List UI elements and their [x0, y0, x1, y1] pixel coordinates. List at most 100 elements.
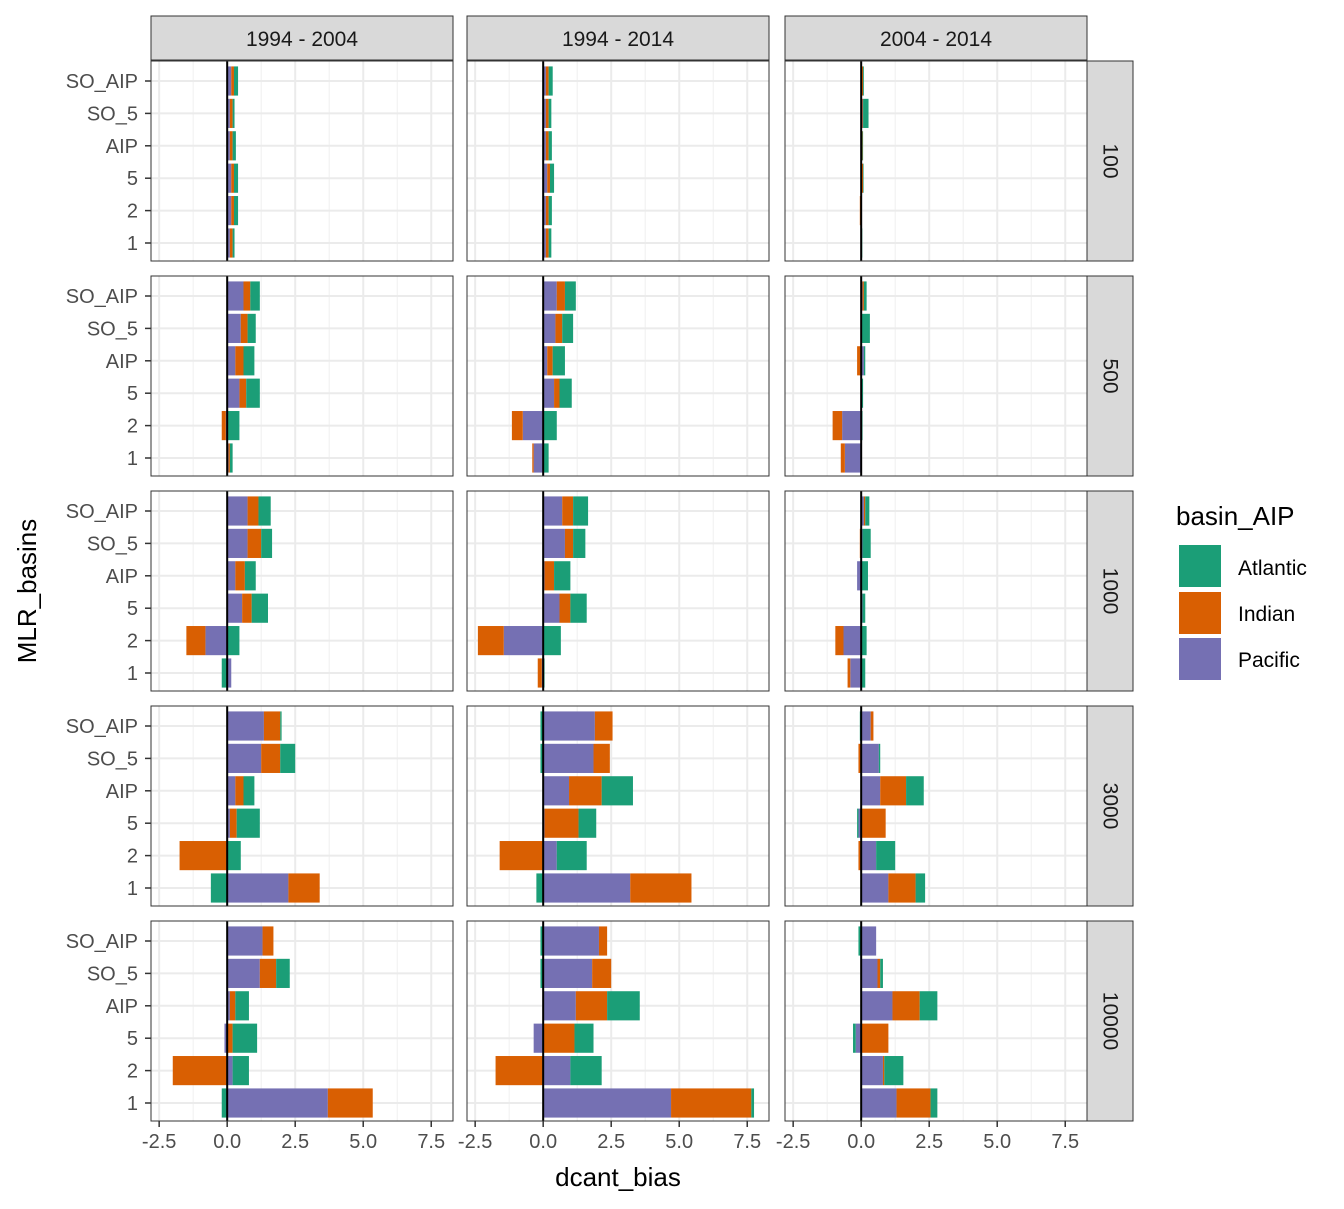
bar-atlantic-so-5 — [247, 313, 256, 343]
bar-pacific-5 — [227, 593, 243, 623]
bar-atlantic-so-5 — [863, 98, 869, 128]
bar-atlantic-so-5 — [280, 743, 296, 773]
bar-atlantic-1 — [915, 873, 926, 903]
bar-atlantic-aip — [601, 776, 633, 806]
bar-atlantic-so-aip — [865, 496, 870, 526]
bar-pacific-so-5 — [227, 528, 248, 558]
bar-atlantic-5 — [863, 163, 864, 193]
panel-border — [150, 705, 454, 907]
bar-indian-aip — [857, 346, 862, 376]
bar-atlantic-so-5 — [232, 98, 235, 128]
legend-label-atlantic: Atlantic — [1238, 557, 1307, 580]
bar-indian-so-aip — [562, 496, 574, 526]
y-tick-label: AIP — [106, 996, 138, 1018]
panel-background — [785, 61, 1087, 261]
panel-background — [151, 491, 453, 691]
bar-pacific-so-5 — [543, 743, 594, 773]
bar-pacific-5 — [543, 378, 555, 408]
bar-atlantic-5 — [862, 593, 866, 623]
bar-pacific-aip — [543, 346, 548, 376]
bar-indian-aip — [544, 561, 555, 591]
bar-indian-aip — [545, 131, 549, 161]
y-axis-title: MLR_basins — [12, 519, 42, 664]
bar-indian-2 — [477, 626, 504, 656]
bar-indian-so-5 — [555, 313, 563, 343]
bar-pacific-1 — [543, 1088, 672, 1118]
y-tick-label: 1 — [127, 233, 138, 255]
bar-pacific-5 — [224, 1023, 228, 1053]
bar-atlantic-so-aip — [564, 281, 576, 311]
bar-indian-2 — [499, 841, 544, 871]
y-tick-label: 2 — [127, 631, 138, 653]
y-tick-label: SO_5 — [87, 963, 138, 985]
bar-indian-2 — [835, 626, 844, 656]
bar-atlantic-aip — [861, 561, 868, 591]
bar-pacific-so-5 — [543, 528, 565, 558]
bar-atlantic-5 — [857, 808, 859, 838]
legend-key-atlantic — [1179, 545, 1221, 587]
panel-border — [784, 490, 1088, 692]
bar-pacific-so-5 — [543, 98, 546, 128]
panel-background — [467, 61, 769, 261]
panel-2004-2014-1000 — [784, 490, 1088, 692]
y-tick-label: 2 — [127, 201, 138, 223]
bar-indian-so-aip — [263, 711, 281, 741]
bar-indian-5 — [861, 808, 886, 838]
bar-indian-so-5 — [858, 743, 862, 773]
legend-label-indian: Indian — [1238, 603, 1295, 626]
y-tick-label: 1 — [127, 663, 138, 685]
bar-pacific-1 — [227, 1088, 328, 1118]
panel-background — [467, 921, 769, 1121]
bar-pacific-aip — [857, 561, 862, 591]
bar-indian-2 — [179, 841, 228, 871]
x-tick-label: -2.5 — [776, 1131, 810, 1153]
bar-indian-so-5 — [545, 98, 549, 128]
legend-key-indian — [1179, 592, 1221, 634]
panel-border — [466, 705, 770, 907]
x-tick-label: -2.5 — [142, 1131, 176, 1153]
panel-background — [467, 706, 769, 906]
bar-indian-aip — [575, 991, 608, 1021]
bar-indian-2 — [172, 1056, 228, 1086]
bar-pacific-5 — [543, 163, 548, 193]
bar-atlantic-2 — [227, 841, 241, 871]
bar-atlantic-aip — [607, 991, 640, 1021]
panel-background — [785, 276, 1087, 476]
y-tick-label: 2 — [127, 1061, 138, 1083]
panel-2004-2014-100 — [784, 60, 1088, 262]
bar-pacific-2 — [842, 411, 862, 441]
bar-atlantic-5 — [861, 378, 864, 408]
panel-background — [785, 706, 1087, 906]
y-axes: SO_AIP SO_5 AIP 5 2 1 SO_AIP SO_5 AIP 5 2 1 SO_AIP SO… — [66, 71, 151, 1115]
bar-indian-so-aip — [243, 281, 251, 311]
y-tick-label: 5 — [127, 598, 138, 620]
x-tick-label: 5.0 — [983, 1131, 1011, 1153]
bar-indian-so-5 — [592, 958, 612, 988]
bar-indian-1 — [896, 1088, 931, 1118]
x-tick-label: 2.5 — [281, 1131, 309, 1153]
bar-atlantic-aip — [552, 346, 565, 376]
panel-border — [784, 705, 1088, 907]
bar-indian-so-aip — [556, 281, 565, 311]
bar-indian-2 — [495, 1056, 544, 1086]
bar-indian-so-aip — [231, 66, 234, 96]
bar-pacific-2 — [843, 626, 862, 656]
bar-atlantic-5 — [853, 1023, 856, 1053]
bar-indian-2 — [231, 196, 234, 226]
row-strip-label: 1000 — [1099, 568, 1122, 615]
bar-atlantic-so-aip — [233, 66, 239, 96]
bar-atlantic-1 — [221, 658, 228, 688]
panel-1994-2014-10000 — [466, 920, 770, 1122]
panel-border — [784, 275, 1088, 477]
y-tick-label: 5 — [127, 813, 138, 835]
bar-indian-aip — [235, 346, 244, 376]
bar-pacific-5 — [543, 593, 560, 623]
column-strip-label: 1994 - 2004 — [246, 28, 358, 51]
panel-background — [151, 276, 453, 476]
bar-pacific-1 — [543, 873, 631, 903]
bar-atlantic-2 — [227, 626, 240, 656]
bar-indian-1 — [671, 1088, 752, 1118]
panel-border — [150, 490, 454, 692]
row-strip-3000 — [1086, 705, 1134, 907]
panel-border — [466, 60, 770, 262]
